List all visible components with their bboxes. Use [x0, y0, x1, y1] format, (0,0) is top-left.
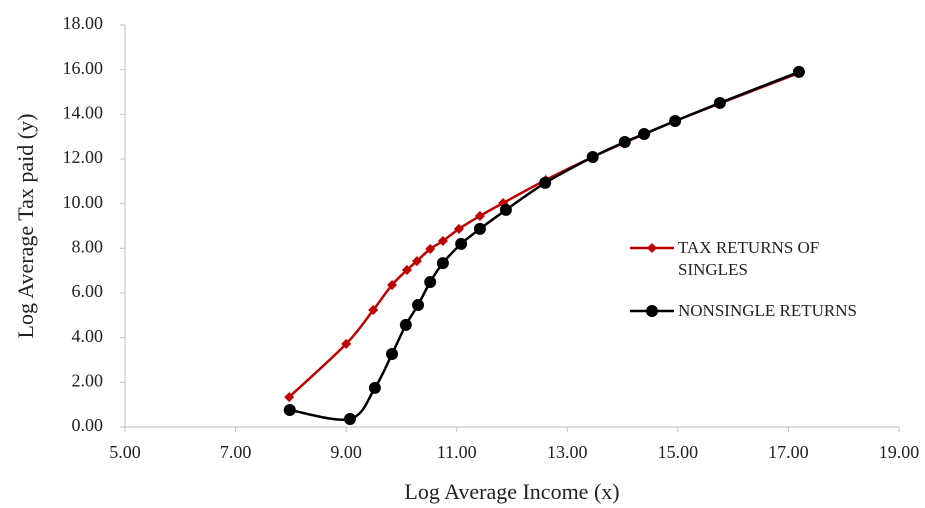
legend-label: TAX RETURNS OF SINGLES	[678, 238, 820, 279]
marker	[792, 65, 805, 78]
y-tick-label: 12.00	[63, 147, 104, 167]
y-tick-label: 2.00	[72, 370, 104, 390]
y-tick-label: 8.00	[72, 236, 104, 256]
x-tick-label: 11.00	[437, 442, 477, 462]
marker	[425, 244, 436, 255]
marker	[386, 347, 399, 360]
marker	[411, 256, 422, 267]
y-tick-label: 4.00	[72, 326, 104, 346]
marker	[399, 318, 412, 331]
marker	[387, 279, 398, 290]
marker	[344, 412, 357, 425]
marker	[586, 150, 599, 163]
marker	[713, 96, 726, 109]
x-tick-label: 5.00	[109, 442, 141, 462]
x-axis-title: Log Average Income (x)	[404, 479, 619, 504]
marker	[284, 392, 295, 403]
y-tick-label: 10.00	[63, 192, 104, 212]
y-tick-label: 6.00	[72, 281, 104, 301]
y-tick-label: 18.00	[63, 13, 104, 33]
y-tick-label: 0.00	[72, 415, 104, 435]
marker	[453, 223, 464, 234]
marker	[401, 264, 412, 275]
x-tick-label: 13.00	[547, 442, 588, 462]
marker	[368, 304, 379, 315]
marker	[618, 136, 631, 149]
y-tick-label: 16.00	[63, 58, 104, 78]
legend-symbol	[630, 305, 674, 317]
y-tick-label: 14.00	[63, 102, 104, 122]
marker	[499, 203, 512, 216]
series-line	[288, 71, 800, 398]
marker	[437, 235, 448, 246]
marker	[368, 381, 381, 394]
legend-label: NONSINGLE RETURNS	[678, 301, 857, 320]
marker	[669, 115, 682, 128]
marker	[341, 338, 352, 349]
marker	[424, 276, 437, 289]
x-tick-label: 15.00	[658, 442, 699, 462]
marker	[455, 237, 468, 250]
marker	[436, 257, 449, 270]
marker	[412, 299, 425, 312]
x-tick-label: 17.00	[768, 442, 809, 462]
marker	[283, 404, 296, 417]
marker	[539, 176, 552, 189]
x-tick-label: 19.00	[879, 442, 920, 462]
marker	[638, 127, 651, 140]
y-axis-title: Log Average Tax paid (y)	[13, 114, 38, 339]
x-tick-label: 9.00	[330, 442, 362, 462]
marker	[473, 222, 486, 235]
marker	[646, 305, 658, 317]
legend-symbol	[630, 243, 674, 253]
marker	[647, 243, 657, 253]
marker	[474, 210, 485, 221]
x-tick-label: 7.00	[220, 442, 252, 462]
